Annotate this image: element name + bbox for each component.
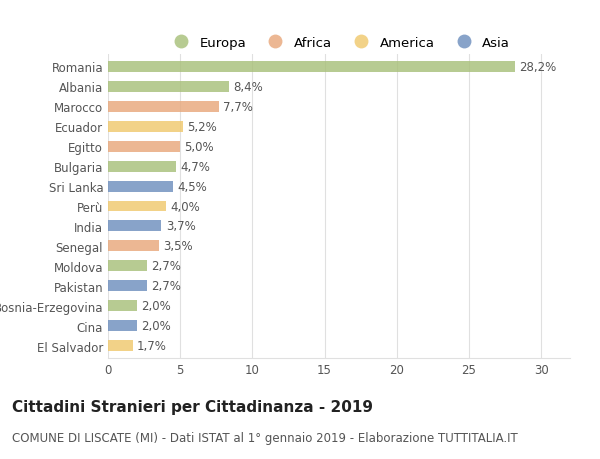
Text: 4,7%: 4,7% bbox=[180, 160, 210, 173]
Bar bbox=[108, 141, 180, 152]
Bar bbox=[108, 281, 147, 292]
Text: 8,4%: 8,4% bbox=[233, 80, 263, 94]
Legend: Europa, Africa, America, Asia: Europa, Africa, America, Asia bbox=[163, 31, 515, 55]
Bar bbox=[108, 121, 183, 132]
Bar bbox=[108, 241, 158, 252]
Text: 4,0%: 4,0% bbox=[170, 200, 200, 213]
Text: 2,7%: 2,7% bbox=[151, 260, 181, 273]
Bar bbox=[108, 161, 176, 172]
Bar bbox=[108, 201, 166, 212]
Text: 7,7%: 7,7% bbox=[223, 101, 253, 113]
Text: 5,2%: 5,2% bbox=[187, 120, 217, 133]
Text: 1,7%: 1,7% bbox=[137, 340, 167, 353]
Text: Cittadini Stranieri per Cittadinanza - 2019: Cittadini Stranieri per Cittadinanza - 2… bbox=[12, 399, 373, 414]
Bar bbox=[108, 341, 133, 352]
Text: 2,0%: 2,0% bbox=[141, 319, 171, 333]
Text: 3,5%: 3,5% bbox=[163, 240, 193, 253]
Bar bbox=[108, 82, 229, 92]
Bar bbox=[108, 62, 515, 73]
Bar bbox=[108, 181, 173, 192]
Text: 4,5%: 4,5% bbox=[178, 180, 207, 193]
Bar bbox=[108, 261, 147, 272]
Text: 2,7%: 2,7% bbox=[151, 280, 181, 293]
Bar bbox=[108, 321, 137, 331]
Bar bbox=[108, 301, 137, 312]
Text: 5,0%: 5,0% bbox=[185, 140, 214, 153]
Bar bbox=[108, 101, 219, 112]
Text: 28,2%: 28,2% bbox=[520, 61, 557, 73]
Text: 2,0%: 2,0% bbox=[141, 300, 171, 313]
Bar bbox=[108, 221, 161, 232]
Text: COMUNE DI LISCATE (MI) - Dati ISTAT al 1° gennaio 2019 - Elaborazione TUTTITALIA: COMUNE DI LISCATE (MI) - Dati ISTAT al 1… bbox=[12, 431, 518, 444]
Text: 3,7%: 3,7% bbox=[166, 220, 196, 233]
